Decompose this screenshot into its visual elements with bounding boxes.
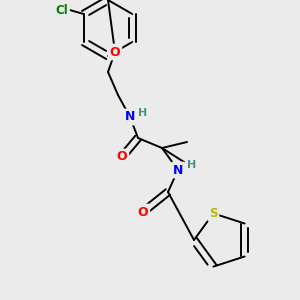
Text: H: H: [188, 160, 196, 170]
Text: Cl: Cl: [56, 4, 68, 16]
Text: O: O: [117, 151, 127, 164]
Text: H: H: [138, 108, 148, 118]
Text: N: N: [173, 164, 183, 176]
Text: S: S: [209, 207, 218, 220]
Text: O: O: [110, 46, 120, 59]
Text: O: O: [138, 206, 148, 218]
Text: N: N: [125, 110, 135, 124]
